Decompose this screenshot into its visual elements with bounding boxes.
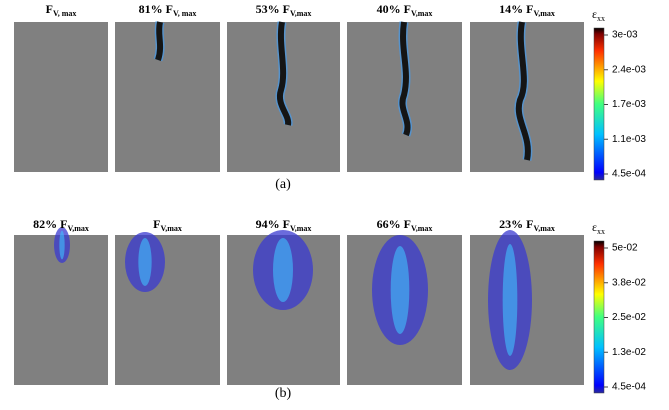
panel-label: 81% FV, max (139, 2, 197, 18)
panel-subscript: V,max (290, 9, 311, 18)
colorbar-subscript: xx (597, 14, 605, 23)
panel-percent: 94% (256, 217, 280, 231)
panel-label: 66% FV,max (377, 217, 433, 233)
panel-symbol: F (283, 217, 290, 231)
panel-label: 94% FV,max (256, 217, 312, 233)
colorbar-tick-label: 3e-03 (612, 30, 638, 41)
colorbar (594, 28, 604, 180)
caption: (b) (275, 386, 292, 401)
panel-label: 82% FV,max (33, 217, 89, 233)
colorbar-title: εxx (592, 220, 605, 236)
panel-label: 40% FV,max (377, 2, 433, 18)
colorbar (594, 241, 604, 393)
colorbar-tick-label: 2.4e-03 (612, 64, 646, 75)
caption: (a) (275, 177, 291, 192)
panel-subscript: V,max (67, 224, 88, 233)
colorbar-tick-label: 2.5e-02 (612, 312, 646, 323)
panel-symbol: F (404, 217, 411, 231)
panel-subscript: V,max (411, 9, 432, 18)
colorbar-tick-label: 1.3e-02 (612, 347, 646, 358)
panel-label: 14% FV,max (499, 2, 555, 18)
strain-core (273, 238, 293, 302)
panel-subscript: V,max (533, 9, 554, 18)
panel-symbol: F (404, 2, 411, 16)
strain-core (138, 238, 151, 286)
panel-symbol: F (153, 217, 160, 231)
panel-subscript: V, max (53, 9, 76, 18)
strain-core (391, 246, 410, 334)
panel-label: 23% FV,max (499, 217, 555, 233)
panel-percent: 23% (499, 217, 523, 231)
strain-core (503, 244, 518, 356)
colorbar-tick-label: 1.7e-03 (612, 99, 646, 110)
panel-percent: 81% (139, 2, 163, 16)
panel-percent: 53% (256, 2, 280, 16)
panel-subscript: V,max (533, 224, 554, 233)
crack (158, 22, 160, 60)
panel-symbol: F (283, 2, 290, 16)
panel-symbol: F (60, 217, 67, 231)
colorbar-tick-label: 1.1e-03 (612, 134, 646, 145)
panel-percent: 14% (499, 2, 523, 16)
panel-percent: 40% (377, 2, 401, 16)
figure: FV, max81% FV, max53% FV,max40% FV,max14… (0, 0, 669, 410)
panel-symbol: F (526, 2, 533, 16)
panel-subscript: V,max (290, 224, 311, 233)
strain-core (59, 231, 64, 260)
panel-percent: 66% (377, 217, 401, 231)
colorbar-tick-label: 3.8e-02 (612, 277, 646, 288)
panel-subscript: V, max (173, 9, 196, 18)
panel (14, 22, 108, 172)
panel-label: 53% FV,max (256, 2, 312, 18)
colorbar-tick-label: 4.5e-04 (612, 169, 646, 180)
colorbar-subscript: xx (597, 227, 605, 236)
panel-symbol: F (526, 217, 533, 231)
panel (115, 22, 220, 172)
colorbar-tick-label: 4.5e-04 (612, 382, 646, 393)
panel-symbol: F (46, 2, 53, 16)
panel-label: FV, max (46, 2, 77, 18)
panel-label: FV,max (153, 217, 182, 233)
panel-subscript: V,max (411, 224, 432, 233)
colorbar-tick-label: 5e-02 (612, 243, 638, 254)
panel-percent: 82% (33, 217, 57, 231)
panel-subscript: V,max (160, 224, 181, 233)
panel-symbol: F (166, 2, 173, 16)
colorbar-title: εxx (592, 7, 605, 23)
